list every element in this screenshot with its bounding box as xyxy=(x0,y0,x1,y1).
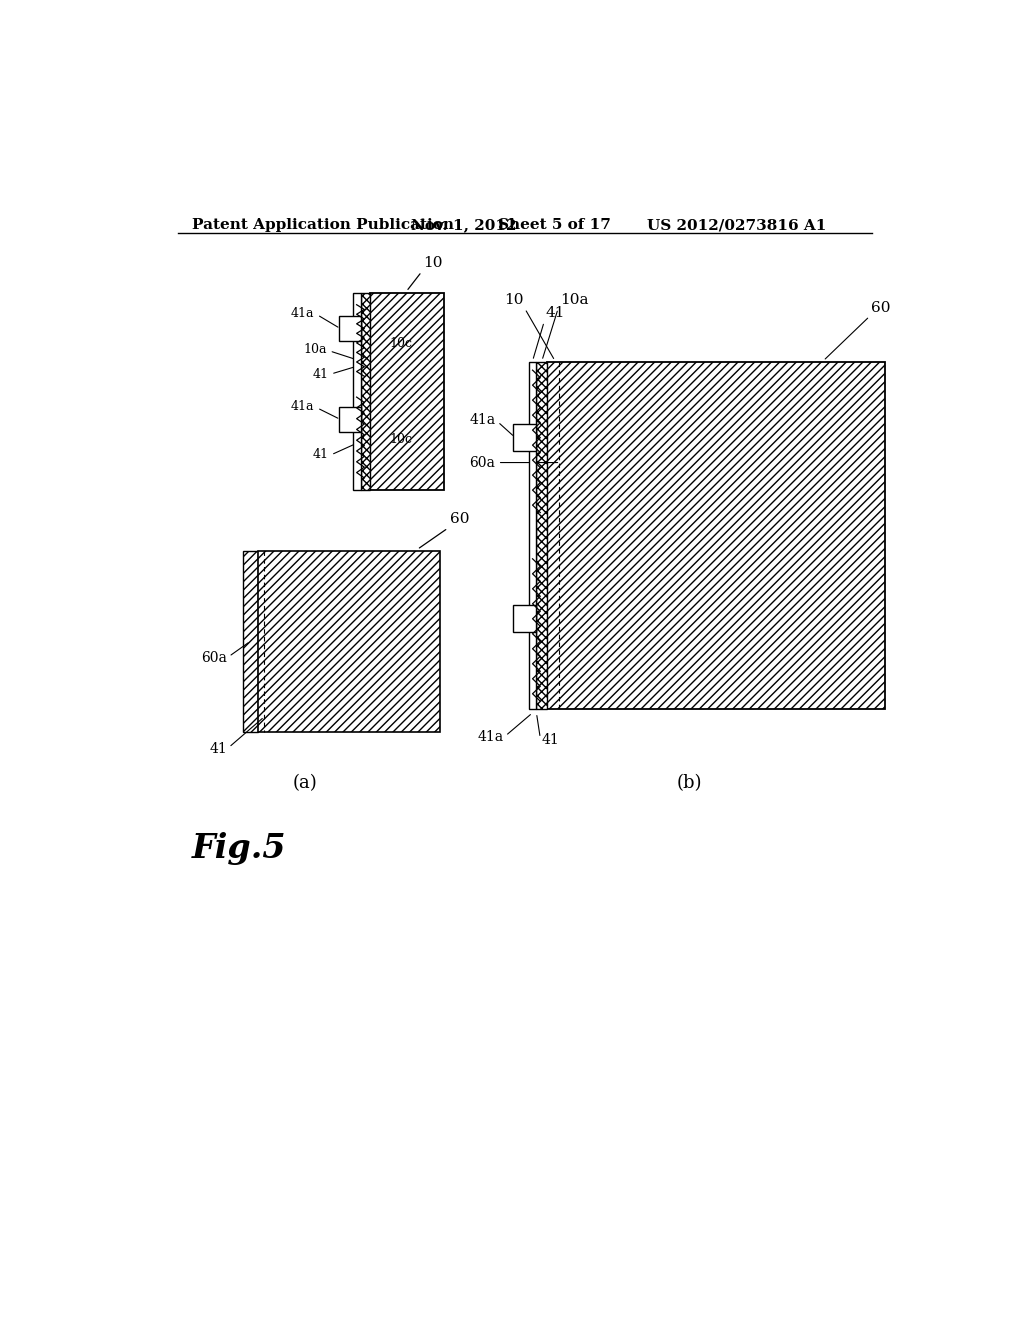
Text: 10a: 10a xyxy=(560,293,588,308)
Text: 10a: 10a xyxy=(304,343,328,356)
Text: Fig.5: Fig.5 xyxy=(191,832,286,865)
Text: 41a: 41a xyxy=(469,413,496,428)
Text: 41: 41 xyxy=(546,306,565,321)
Text: 41a: 41a xyxy=(478,730,504,744)
Text: 10c: 10c xyxy=(389,433,413,446)
Bar xyxy=(243,552,258,733)
Text: 10: 10 xyxy=(504,293,523,308)
Bar xyxy=(370,293,444,490)
Text: Sheet 5 of 17: Sheet 5 of 17 xyxy=(499,218,611,232)
Bar xyxy=(339,317,360,341)
Text: 10c: 10c xyxy=(389,337,413,350)
Bar xyxy=(258,552,440,733)
Text: Nov. 1, 2012: Nov. 1, 2012 xyxy=(411,218,516,232)
Text: 41a: 41a xyxy=(291,400,314,413)
Bar xyxy=(339,407,360,432)
Text: 41: 41 xyxy=(542,733,559,747)
Bar xyxy=(528,363,537,709)
Text: 10: 10 xyxy=(423,256,442,271)
Text: (b): (b) xyxy=(677,775,702,792)
Bar xyxy=(547,363,885,709)
Text: 60a: 60a xyxy=(202,651,227,665)
Bar xyxy=(537,363,547,709)
Bar xyxy=(352,293,360,490)
Text: Patent Application Publication: Patent Application Publication xyxy=(191,218,454,232)
Bar xyxy=(513,424,537,451)
Bar xyxy=(513,605,537,632)
Text: 60: 60 xyxy=(871,301,891,314)
Text: 41a: 41a xyxy=(291,306,314,319)
Text: US 2012/0273816 A1: US 2012/0273816 A1 xyxy=(647,218,826,232)
Text: 41: 41 xyxy=(312,367,329,380)
Bar xyxy=(360,293,370,490)
Text: 41: 41 xyxy=(210,742,227,756)
Text: 60a: 60a xyxy=(469,455,496,470)
Text: 41: 41 xyxy=(312,449,329,462)
Text: (a): (a) xyxy=(292,775,317,792)
Text: 60: 60 xyxy=(450,512,469,527)
